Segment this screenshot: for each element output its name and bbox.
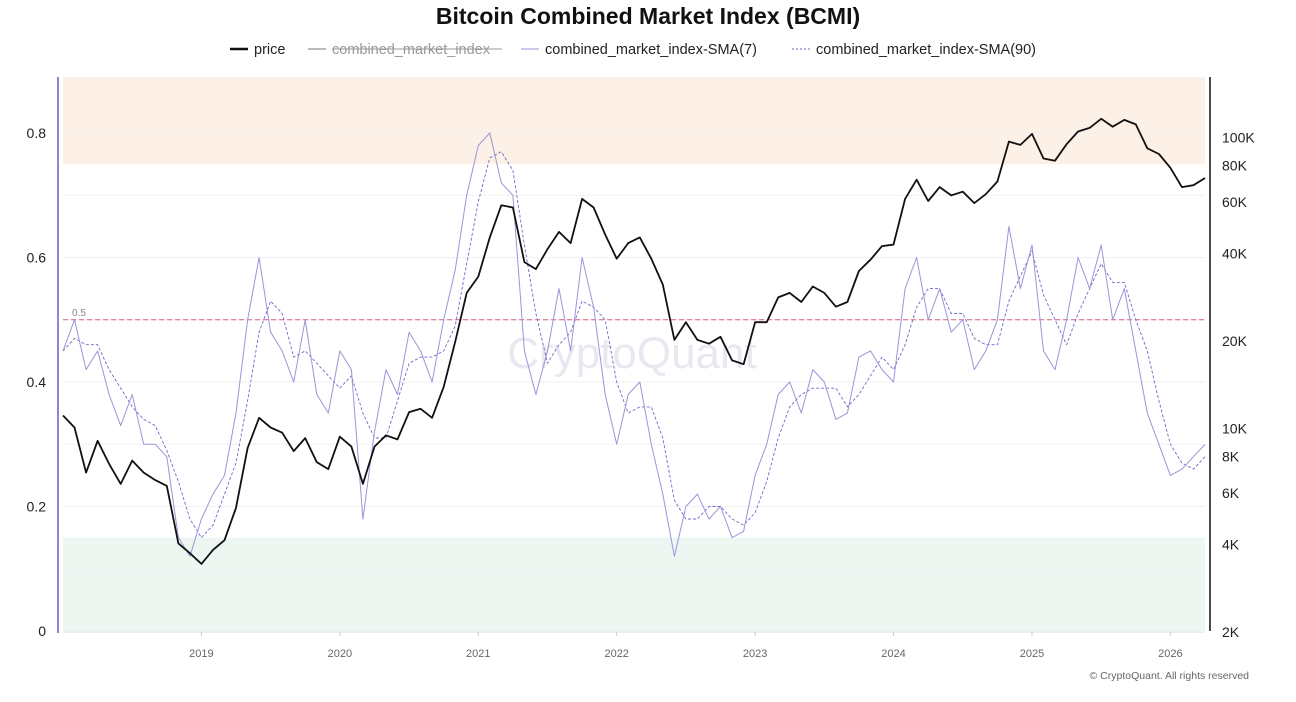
x-tick-label: 2026 [1158,648,1182,660]
x-tick-label: 2025 [1020,648,1044,660]
y-right-tick-label: 6K [1222,485,1240,501]
y-right-tick-label: 20K [1222,333,1248,349]
x-tick-label: 2022 [604,648,628,660]
y-left-tick-label: 0.4 [27,374,47,390]
watermark: CryptoQuant [507,329,756,378]
y-right-tick-label: 80K [1222,158,1248,174]
y-right-tick-label: 2K [1222,624,1240,640]
x-tick-label: 2021 [466,648,490,660]
y-right-tick-label: 8K [1222,449,1240,465]
chart-title: Bitcoin Combined Market Index (BCMI) [436,3,860,29]
y-left-tick-label: 0 [38,623,46,639]
y-right-tick-label: 10K [1222,421,1248,437]
copyright-footer: © CryptoQuant. All rights reserved [1090,670,1250,682]
y-left-tick-label: 0.2 [27,499,47,515]
reference-line: 0.5 [63,308,1205,321]
legend-label: combined_market_index-SMA(7) [545,42,757,58]
axes: 0 0.2 0.4 0.6 0.8 2K 4K 6K 8K 10K 20K 40K 60K 80K 100K… [27,77,1255,660]
zone-overheated [63,77,1205,165]
legend-label: price [254,42,285,58]
legend-item[interactable]: combined_market_index [308,42,502,58]
y-right-tick-label: 60K [1222,194,1248,210]
legend-item[interactable]: price [230,42,285,58]
grid [63,132,1205,570]
y-right-tick-label: 100K [1222,129,1255,145]
legend-label: combined_market_index-SMA(90) [816,42,1036,58]
series-line-combined-market-index-sma-90- [62,151,1206,539]
y-right-tick-label: 40K [1222,245,1248,261]
legend-label: combined_market_index [332,42,491,58]
legend-item[interactable]: combined_market_index-SMA(7) [521,42,757,58]
series-line-price [62,117,1206,565]
y-left-tick-label: 0.8 [27,125,47,141]
series-line-combined-market-index-sma-7- [62,132,1206,557]
x-tick-label: 2020 [328,648,352,660]
series-group [62,117,1206,565]
y-right-tick-label: 4K [1222,536,1240,552]
zones [63,77,1205,631]
legend-item[interactable]: combined_market_index-SMA(90) [792,42,1036,58]
x-tick-label: 2019 [189,648,213,660]
legend: price combined_market_index combined_marke… [230,42,1036,58]
reference-line-label: 0.5 [72,308,86,319]
zone-undervalued [63,537,1205,631]
y-left-tick-label: 0.6 [27,250,47,266]
x-tick-label: 2024 [881,648,905,660]
x-tick-label: 2023 [743,648,767,660]
